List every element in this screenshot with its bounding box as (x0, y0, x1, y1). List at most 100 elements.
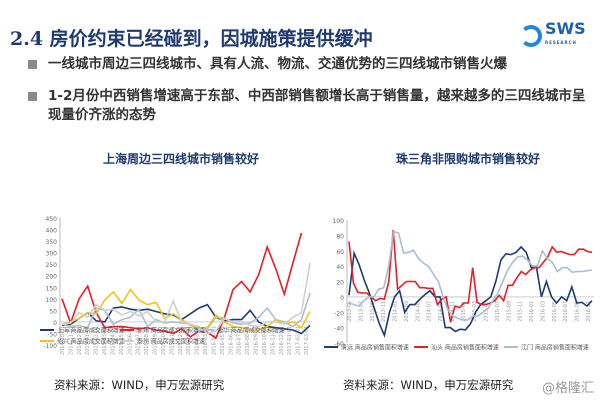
x-tick-label: 2015-01-01 (85, 326, 91, 355)
x-tick-label: 2016-08-01 (245, 326, 251, 355)
x-tick-label: 2016-05 (552, 301, 558, 322)
y-tick-label: 450 (46, 216, 58, 223)
y-tick-label: -100 (43, 343, 57, 350)
x-tick-label: 2013-09 (370, 301, 376, 322)
x-tick-label: 2016-09-01 (254, 326, 260, 355)
x-tick-label: 2015-07 (495, 301, 501, 322)
x-tick-label: 2015-05 (484, 301, 490, 322)
x-tick-label: 2014-07 (427, 301, 433, 322)
bullet-square-icon (28, 92, 37, 101)
legend-label: 徐州 商品房成交面积增速 (137, 327, 205, 335)
x-tick-label: 2016-07-01 (237, 326, 243, 355)
x-tick-label: 2016-04-01 (211, 326, 217, 355)
x-tick-label: 2015-12-01 (178, 326, 184, 355)
y-tick-label: 100 (333, 218, 345, 225)
x-tick-label: 2016-05-01 (220, 326, 226, 355)
x-tick-label: 2017-03-01 (304, 326, 310, 355)
series-line-1 (61, 303, 311, 335)
y-tick-label: 40 (336, 264, 344, 271)
y-tick-label: 250 (46, 262, 58, 269)
y-tick-label: -40 (334, 326, 344, 333)
x-tick-label: 2016-10-01 (262, 326, 268, 355)
x-tick-label: 2017-01-01 (287, 326, 293, 355)
x-tick-label: 2015-11-01 (169, 326, 175, 355)
bullet-text: 1-2月份中西销售增速高于东部、中西部销售额增长高于销售量，越来越多的三四线城市… (48, 88, 586, 123)
bullet-square-icon (28, 60, 37, 69)
x-tick-label: 2014-11-01 (68, 326, 74, 355)
y-tick-label: 300 (46, 251, 58, 258)
x-tick-label: 2014-03 (404, 301, 410, 322)
legend-label: 上海 商品房成交面积增速 (57, 327, 125, 335)
x-tick-label: 2015-09 (506, 301, 512, 322)
x-tick-label: 2015-04-01 (110, 326, 116, 355)
y-tick-label: 50 (49, 308, 57, 315)
x-tick-label: 2014-10-01 (60, 326, 66, 355)
x-tick-label: 2016-02-01 (195, 326, 201, 355)
y-tick-label: 200 (46, 274, 58, 281)
y-tick-label: -60 (334, 341, 344, 348)
y-tick-label: -20 (334, 310, 344, 317)
slide-title: 2.4 房价约束已经碰到，因城施策提供缓冲 (10, 28, 373, 50)
bullet-text: 一线城市周边三四线城市、具有人流、物流、交通优势的三四线城市销售火爆 (48, 56, 507, 72)
x-tick-label: 2015-02-01 (94, 326, 100, 355)
chart-1: -100 -50 0 50 100 150 200 250 300 350 400 450 2014-1… (40, 216, 312, 355)
legend-label: 绍兴 商品房成交面积增速 (57, 338, 125, 346)
legend-label: 汕头 商品房销售面积增速 (431, 344, 499, 352)
x-tick-label: 2016-01 (529, 301, 535, 322)
y-tick-label: 350 (46, 239, 58, 246)
x-tick-label: 2013-11 (381, 301, 387, 322)
legend-label: 泰州 商品房成交面积增速 (137, 338, 205, 346)
x-tick-label: 2015-03 (472, 301, 478, 322)
x-tick-label: 2016-12-01 (279, 326, 285, 355)
sws-logo: SWS RESEARCH (520, 19, 586, 50)
legend-label: 江门 商品房销售面积增速 (521, 344, 589, 352)
chart-1-title: 上海周边三四线城市销售较好 (103, 152, 260, 166)
x-tick-label: 2016-01-01 (186, 326, 192, 355)
x-tick-label: 2014-05 (415, 301, 421, 322)
x-tick-label: 2013-07 (358, 301, 364, 322)
series-line-2 (348, 229, 593, 323)
x-tick-label: 2016-07 (563, 301, 569, 322)
y-tick-label: -50 (47, 331, 57, 338)
x-tick-label: 2017-02-01 (296, 326, 302, 355)
x-tick-label: 2015-07-01 (136, 326, 142, 355)
bullet-1: 一线城市周边三四线城市、具有人流、物流、交通优势的三四线城市销售火爆 (28, 55, 593, 74)
x-tick-label: 2014-12-01 (77, 326, 83, 355)
x-tick-label: 2016-11 (586, 301, 592, 322)
y-tick-label: 20 (336, 280, 344, 287)
chart-2-title: 珠三角非限购城市销售较好 (396, 152, 541, 166)
y-tick-label: 400 (46, 228, 58, 235)
x-tick-label: 2016-03 (540, 301, 546, 322)
logo-sub: RESEARCH (545, 40, 577, 45)
source-note-1: 资料来源：WIND，申万宏源研究 (54, 378, 225, 392)
x-tick-label: 2016-11-01 (270, 326, 276, 355)
logo-text: SWS (545, 19, 586, 38)
x-tick-label: 2015-09-01 (153, 326, 159, 355)
y-tick-label: 150 (46, 285, 58, 292)
legend-label: 金华 商品房成交面积增速 (217, 327, 285, 335)
y-tick-label: 60 (336, 249, 344, 256)
x-tick-label: 2014-09 (438, 301, 444, 322)
x-tick-label: 2014-11 (449, 301, 455, 322)
series-line-5 (61, 262, 311, 335)
y-tick-label: 0 (53, 320, 57, 327)
watermark: @格隆汇 (541, 381, 594, 396)
bullet-2: 1-2月份中西销售增速高于东部、中西部销售额增长高于销售量，越来越多的三四线城市… (28, 87, 593, 125)
x-tick-label: 2015-11 (518, 301, 524, 322)
series-line-3 (61, 292, 311, 332)
series-line-3 (348, 230, 593, 321)
x-tick-label: 2015-08-01 (144, 326, 150, 355)
series-line-1 (348, 245, 593, 338)
x-tick-label: 2015-10-01 (161, 326, 167, 355)
y-tick-label: 80 (336, 233, 344, 240)
x-tick-label: 2016-09 (575, 301, 581, 322)
y-tick-label: 0 (340, 295, 344, 302)
series-line-2 (61, 232, 303, 340)
x-tick-label: 2015-03-01 (102, 326, 108, 355)
x-tick-label: 2016-03-01 (203, 326, 209, 355)
chart-2: -60 -40 -20 0 20 40 60 80 100 2013-05 2013-07 2013-… (324, 218, 594, 352)
source-note-2: 资料来源：WIND，申万宏源研究 (343, 378, 514, 392)
y-tick-label: 100 (46, 297, 58, 304)
legend-label: 清远 商品房销售面积增速 (341, 344, 409, 352)
